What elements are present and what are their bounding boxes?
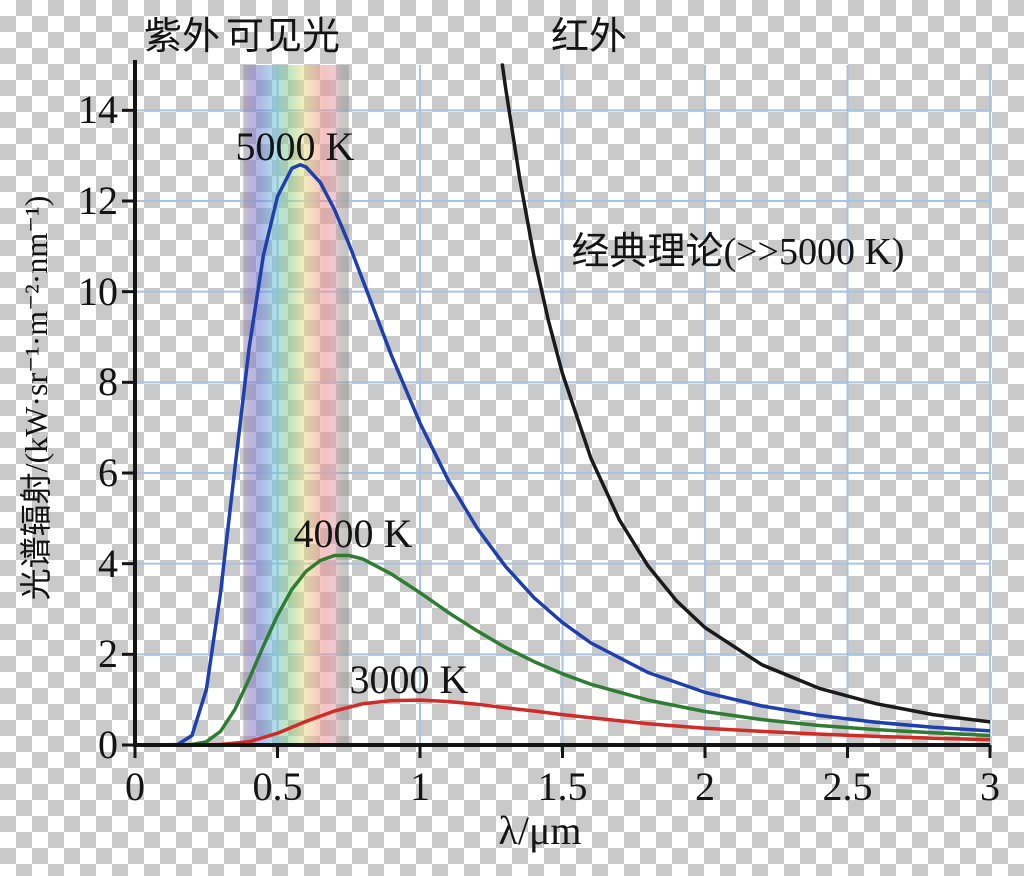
- curve-4000k: [161, 553, 990, 747]
- label-ultraviolet: 紫外: [143, 16, 221, 58]
- y-axis-title: 光谱辐射/(kW·sr⁻¹·m⁻²·nm⁻¹): [18, 195, 54, 601]
- label-curve-5000k: 5000 K: [235, 124, 355, 169]
- label-infrared: 红外: [550, 16, 628, 58]
- curve-5000k: [147, 162, 990, 747]
- visible-spectrum-band: [243, 65, 349, 745]
- label-curve-4000k: 4000 K: [293, 511, 413, 556]
- label-visible-light: 可见光: [225, 16, 341, 58]
- curve-classical: [500, 63, 990, 724]
- curve-3000k: [190, 698, 990, 747]
- x-axis-title: λ/μm: [498, 808, 582, 853]
- label-curve-3000k: 3000 K: [349, 657, 469, 702]
- label-classical-theory: 经典理论(>>5000 K): [571, 231, 905, 273]
